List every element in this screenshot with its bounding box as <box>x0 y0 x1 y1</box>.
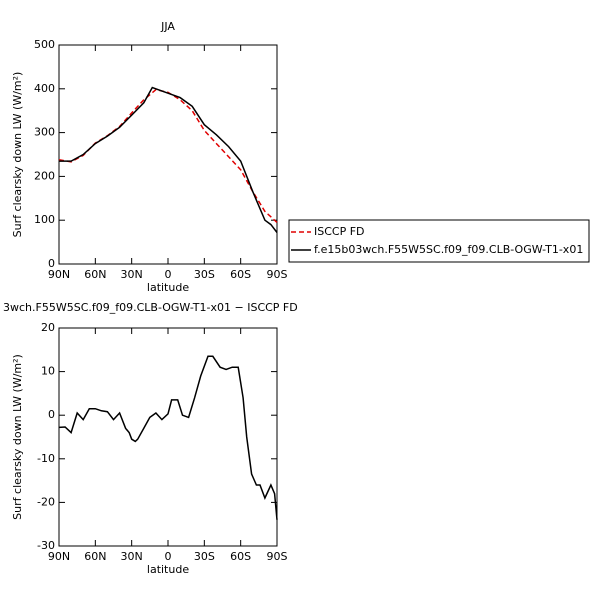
data-line <box>58 355 278 520</box>
x-tick-label: 30S <box>194 268 215 281</box>
x-tick-label: 30S <box>194 550 215 563</box>
y-tick-label: 500 <box>34 38 55 51</box>
y-tick-label: 300 <box>34 126 55 139</box>
x-tick-label: 90S <box>267 550 288 563</box>
data-line <box>58 88 278 223</box>
x-tick-label: 0 <box>165 550 172 563</box>
y-tick-label: 10 <box>41 365 55 378</box>
y-axis-label: Surf clearsky down LW (W/m²) <box>11 72 24 238</box>
y-tick-label: 0 <box>48 257 55 270</box>
x-tick-label: 60S <box>230 550 251 563</box>
plot-frame <box>58 44 278 265</box>
y-tick-label: 400 <box>34 82 55 95</box>
x-axis-label: latitude <box>147 281 189 294</box>
x-tick-label: 60N <box>84 550 106 563</box>
y-tick-label: 100 <box>34 213 55 226</box>
y-tick-label: -10 <box>37 452 55 465</box>
y-tick-label: 200 <box>34 169 55 182</box>
y-tick-label: -30 <box>37 539 55 552</box>
x-tick-label: 0 <box>165 268 172 281</box>
y-axis-label: Surf clearsky down LW (W/m²) <box>11 354 24 520</box>
legend-label: f.e15b03wch.F55W5SC.f09_f09.CLB-OGW-T1-x… <box>314 243 583 256</box>
x-tick-label: 30N <box>121 550 143 563</box>
x-tick-label: 90N <box>48 550 70 563</box>
data-line <box>59 86 278 233</box>
x-tick-label: 90S <box>267 268 288 281</box>
x-tick-label: 60S <box>230 268 251 281</box>
y-tick-label: 20 <box>41 321 55 334</box>
x-tick-label: 90N <box>48 268 70 281</box>
chart-title: JJA <box>160 20 175 33</box>
x-tick-label: 30N <box>121 268 143 281</box>
legend-box <box>288 219 590 263</box>
chart-title: 3wch.F55W5SC.f09_f09.CLB-OGW-T1-x01 − IS… <box>3 301 298 314</box>
x-tick-label: 60N <box>84 268 106 281</box>
x-axis-label: latitude <box>147 563 189 576</box>
y-tick-label: -20 <box>37 495 55 508</box>
plot-frame <box>58 327 278 547</box>
y-tick-label: 0 <box>48 408 55 421</box>
legend-label: ISCCP FD <box>314 225 365 238</box>
